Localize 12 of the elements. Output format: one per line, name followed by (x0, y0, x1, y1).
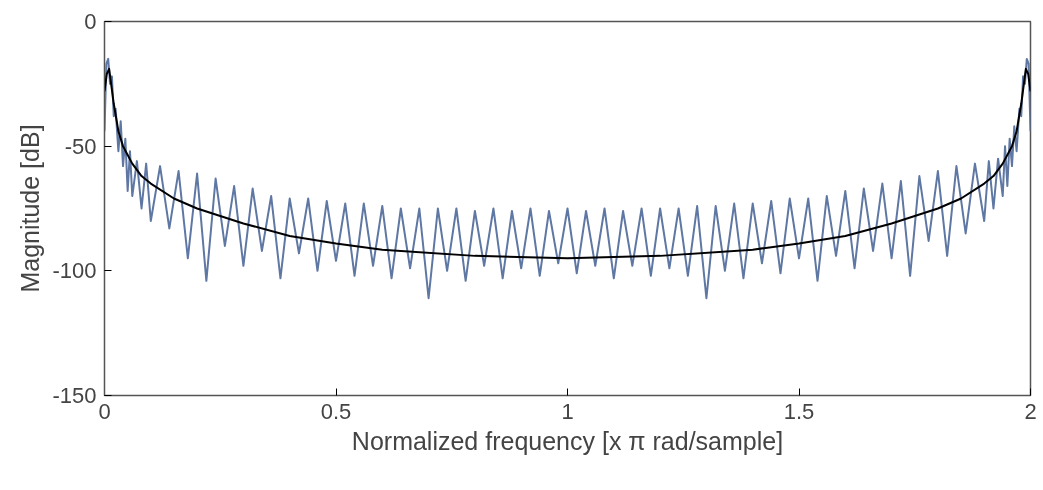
x-tick-label: 1 (561, 398, 574, 424)
x-tick-label: 2 (1024, 398, 1037, 424)
y-axis-title: Magnitude [dB] (16, 124, 45, 293)
y-tick-label: -100 (52, 258, 97, 284)
x-tick-label: 1.5 (783, 398, 815, 424)
line-series (104, 67, 1031, 260)
line-series (104, 57, 1031, 300)
x-tick-label: 0.5 (320, 398, 352, 424)
y-tick-label: 0 (84, 9, 97, 34)
y-tick-label: -150 (52, 383, 97, 408)
x-axis-title: Normalized frequency [x π rad/sample] (351, 426, 784, 455)
y-tick-label: -50 (64, 133, 97, 159)
